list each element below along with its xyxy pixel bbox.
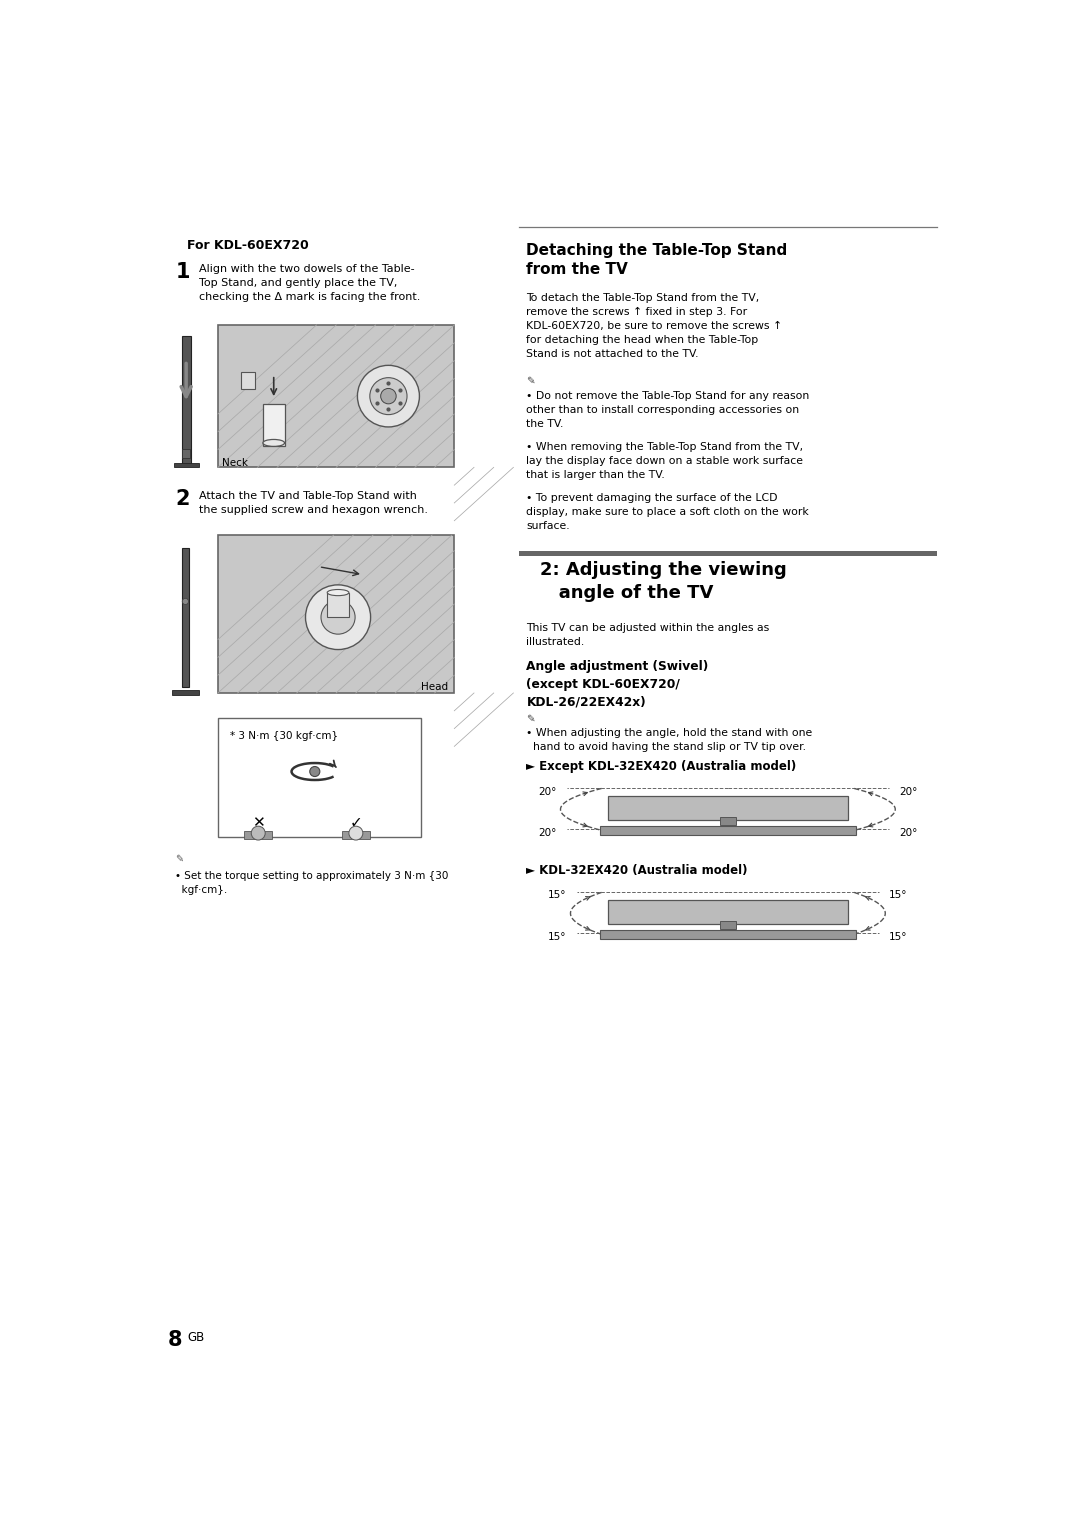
Text: 15°: 15°	[548, 890, 567, 901]
Bar	[262, 403, 284, 446]
Bar	[218, 718, 421, 837]
Bar	[244, 831, 272, 838]
Text: 2: 2	[175, 489, 190, 508]
Text: • Set the torque setting to approximately 3 N·m {30
  kgf·cm}.: • Set the torque setting to approximatel…	[175, 870, 448, 895]
Bar	[218, 325, 455, 467]
Text: 15°: 15°	[889, 890, 907, 901]
Text: ► Except KDL-32EX420 (Australia model): ► Except KDL-32EX420 (Australia model)	[526, 760, 797, 773]
Text: Angle adjustment (Swivel)
(except KDL-60EX720/
KDL-26/22EX42x): Angle adjustment (Swivel) (except KDL-60…	[526, 660, 708, 709]
Text: 1: 1	[175, 261, 190, 282]
Bar	[327, 592, 349, 617]
Ellipse shape	[327, 589, 349, 596]
Text: ✕: ✕	[252, 815, 265, 831]
Text: Align with the two dowels of the Table-
Top Stand, and gently place the TV,
chec: Align with the two dowels of the Table- …	[199, 264, 420, 302]
Text: 20°: 20°	[900, 786, 918, 797]
Bar	[608, 899, 848, 924]
Text: 15°: 15°	[548, 933, 567, 942]
Text: • To prevent damaging the surface of the LCD
display, make sure to place a soft : • To prevent damaging the surface of the…	[526, 493, 809, 531]
Text: 20°: 20°	[538, 829, 556, 838]
Circle shape	[321, 600, 355, 634]
Bar	[608, 796, 848, 820]
Text: ✎: ✎	[175, 854, 184, 864]
Circle shape	[349, 826, 363, 840]
Bar	[720, 921, 735, 928]
Bar	[600, 930, 855, 939]
Text: Neck: Neck	[221, 458, 247, 469]
Bar	[172, 690, 199, 695]
Bar	[600, 826, 855, 835]
Text: ✓: ✓	[350, 815, 362, 831]
Text: 8: 8	[167, 1330, 183, 1350]
Circle shape	[310, 767, 320, 777]
Text: Head: Head	[421, 683, 448, 692]
Circle shape	[380, 388, 396, 403]
Circle shape	[357, 365, 419, 428]
Text: This TV can be adjusted within the angles as
illustrated.: This TV can be adjusted within the angle…	[526, 623, 770, 647]
Bar	[518, 551, 937, 556]
Ellipse shape	[262, 440, 284, 446]
Text: ✎: ✎	[526, 376, 535, 386]
Bar	[183, 449, 190, 458]
Text: • Do not remove the Table-Top Stand for any reason
other than to install corresp: • Do not remove the Table-Top Stand for …	[526, 391, 810, 429]
Circle shape	[183, 599, 189, 605]
Bar	[241, 373, 255, 389]
Bar	[174, 463, 199, 467]
Text: 2: Adjusting the viewing
   angle of the TV: 2: Adjusting the viewing angle of the TV	[540, 562, 787, 602]
Bar	[181, 336, 191, 464]
Text: * 3 N·m {30 kgf·cm}: * 3 N·m {30 kgf·cm}	[230, 731, 338, 741]
Text: 20°: 20°	[538, 786, 556, 797]
Text: • When adjusting the angle, hold the stand with one
  hand to avoid having the s: • When adjusting the angle, hold the sta…	[526, 728, 812, 751]
Text: 15°: 15°	[889, 933, 907, 942]
Text: ✎: ✎	[526, 715, 535, 724]
Bar	[181, 548, 189, 687]
Text: Detaching the Table-Top Stand
from the TV: Detaching the Table-Top Stand from the T…	[526, 243, 787, 276]
Text: To detach the Table-Top Stand from the TV,
remove the screws ↑ fixed in step 3. : To detach the Table-Top Stand from the T…	[526, 293, 783, 359]
Bar	[720, 817, 735, 825]
Bar	[218, 534, 455, 693]
Text: For KDL-60EX720: For KDL-60EX720	[187, 238, 309, 252]
Text: Attach the TV and Table-Top Stand with
the supplied screw and hexagon wrench.: Attach the TV and Table-Top Stand with t…	[199, 492, 428, 515]
Bar	[342, 831, 369, 838]
Text: 20°: 20°	[900, 829, 918, 838]
Text: ► KDL-32EX420 (Australia model): ► KDL-32EX420 (Australia model)	[526, 864, 747, 876]
Circle shape	[306, 585, 370, 649]
Text: GB: GB	[188, 1332, 205, 1344]
Circle shape	[369, 377, 407, 415]
Circle shape	[252, 826, 266, 840]
Text: • When removing the Table-Top Stand from the TV,
lay the display face down on a : • When removing the Table-Top Stand from…	[526, 443, 804, 481]
